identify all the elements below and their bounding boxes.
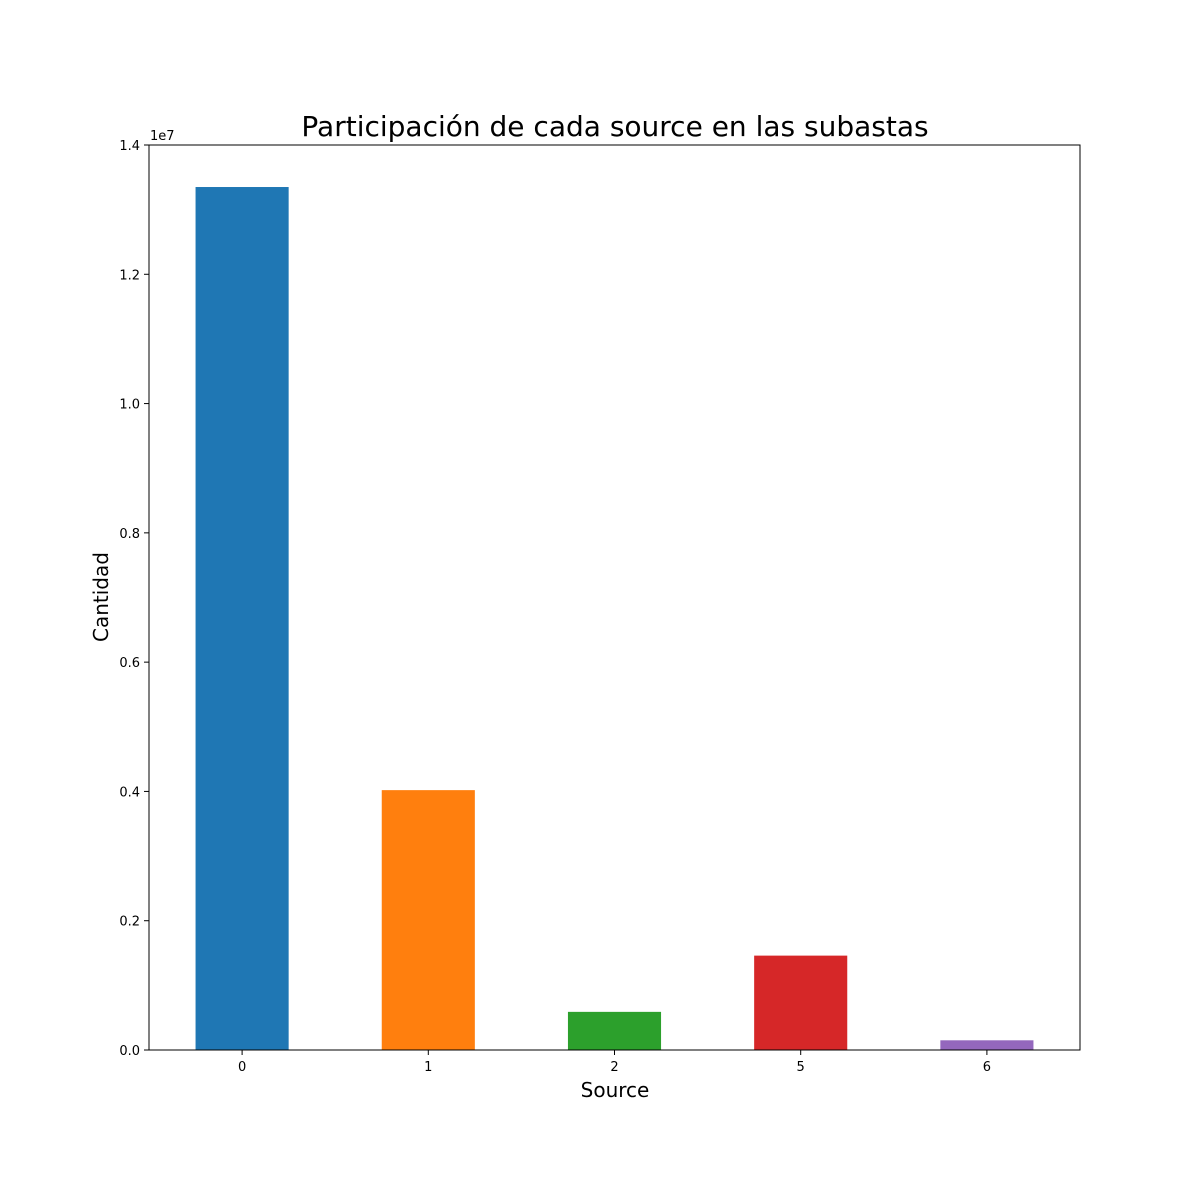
y-tick-label: 1.4 <box>119 139 140 154</box>
y-tick-label: 0.8 <box>119 527 140 542</box>
y-axis-offset-label: 1e7 <box>150 129 175 144</box>
x-axis-label: Source <box>581 1078 650 1102</box>
bar-source-1 <box>381 790 475 1050</box>
x-tick-label: 1 <box>424 1060 432 1075</box>
bar-source-0 <box>195 187 289 1051</box>
y-tick-label: 0.4 <box>119 785 140 800</box>
bars-layer <box>195 187 1034 1051</box>
chart-title: Participación de cada source en las suba… <box>301 110 928 143</box>
y-tick-label: 0.2 <box>119 915 140 930</box>
bar-source-5 <box>754 955 848 1050</box>
y-tick-label: 1.0 <box>119 398 140 413</box>
y-tick-label: 0.0 <box>119 1044 140 1059</box>
x-tick-label: 2 <box>610 1060 618 1075</box>
y-axis-label: Cantidad <box>89 552 113 642</box>
x-tick-label: 5 <box>797 1060 805 1075</box>
ticks-layer: 0 1 2 5 6 0.0 0.2 0.4 0.6 0.8 1.0 1.2 1.4 <box>119 139 991 1075</box>
bar-source-2 <box>567 1011 662 1050</box>
y-tick-label: 0.6 <box>119 656 140 671</box>
x-tick-label: 0 <box>238 1060 246 1075</box>
y-tick-label: 1.2 <box>119 268 140 283</box>
x-tick-label: 6 <box>983 1060 991 1075</box>
plot-frame <box>148 144 1081 1051</box>
bar-source-6 <box>940 1040 1034 1050</box>
